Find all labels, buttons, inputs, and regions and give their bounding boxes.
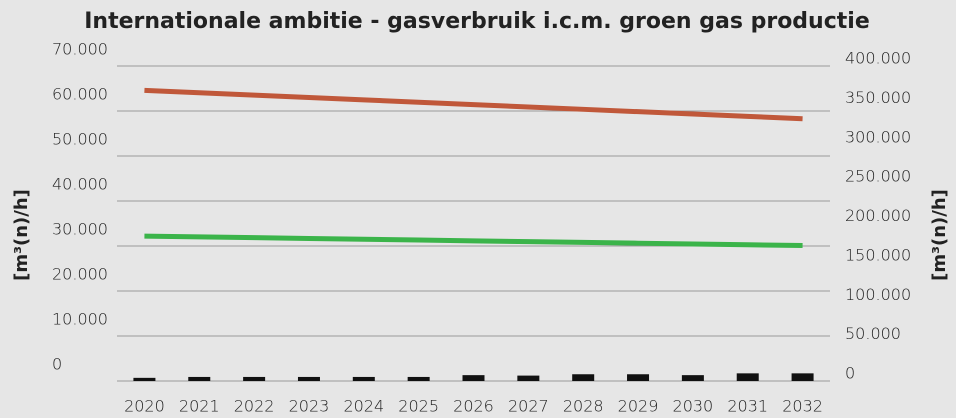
- y2-tick-label: 100.000: [845, 285, 911, 304]
- y2-axis-label: [m³(n)/h]: [929, 189, 950, 281]
- x-tick-label: 2023: [289, 397, 330, 416]
- y-tick-label: 40.000: [52, 175, 108, 194]
- bar: [517, 375, 540, 381]
- x-tick-label: 2032: [782, 397, 823, 416]
- y-tick-label: 50.000: [52, 130, 108, 149]
- y-axis-label: [m³(n)/h]: [11, 189, 32, 281]
- y2-tick-label: 400.000: [845, 49, 911, 68]
- x-tick-label: 2031: [727, 397, 768, 416]
- bar: [791, 373, 814, 381]
- x-tick-label: 2030: [673, 397, 714, 416]
- x-tick-label: 2022: [234, 397, 275, 416]
- x-tick-label: 2024: [343, 397, 384, 416]
- x-tick-label: 2027: [508, 397, 549, 416]
- y-tick-label: 60.000: [52, 85, 108, 104]
- line: [144, 233, 803, 249]
- bar: [681, 375, 704, 381]
- y2-tick-label: 50.000: [845, 324, 901, 343]
- line: [144, 87, 803, 122]
- bar: [736, 373, 759, 381]
- y2-tick-label: 0: [845, 364, 855, 383]
- bar: [133, 377, 156, 381]
- bar: [243, 376, 266, 381]
- x-tick-label: 2020: [124, 397, 165, 416]
- y-tick-label: 20.000: [52, 265, 108, 284]
- y2-tick-label: 250.000: [845, 167, 911, 186]
- y2-tick-label: 350.000: [845, 88, 911, 107]
- bar: [407, 376, 430, 381]
- bar: [627, 374, 650, 381]
- bar: [188, 376, 211, 381]
- x-tick-label: 2026: [453, 397, 494, 416]
- y2-tick-label: 150.000: [845, 245, 911, 264]
- x-tick-label: 2025: [398, 397, 439, 416]
- x-tick-label: 2028: [563, 397, 604, 416]
- y2-tick-label: 200.000: [845, 206, 911, 225]
- x-tick-label: 2021: [179, 397, 220, 416]
- bar: [572, 374, 595, 381]
- y-tick-label: 70.000: [52, 40, 108, 59]
- y-tick-label: 30.000: [52, 220, 108, 239]
- y2-tick-label: 300.000: [845, 127, 911, 146]
- bar: [297, 376, 320, 381]
- y-tick-label: 10.000: [52, 310, 108, 329]
- x-tick-label: 2029: [618, 397, 659, 416]
- bar: [352, 376, 375, 381]
- chart-title: Internationale ambitie - gasverbruik i.c…: [84, 9, 870, 34]
- y-tick-label: 0: [52, 355, 62, 374]
- bar: [462, 375, 485, 381]
